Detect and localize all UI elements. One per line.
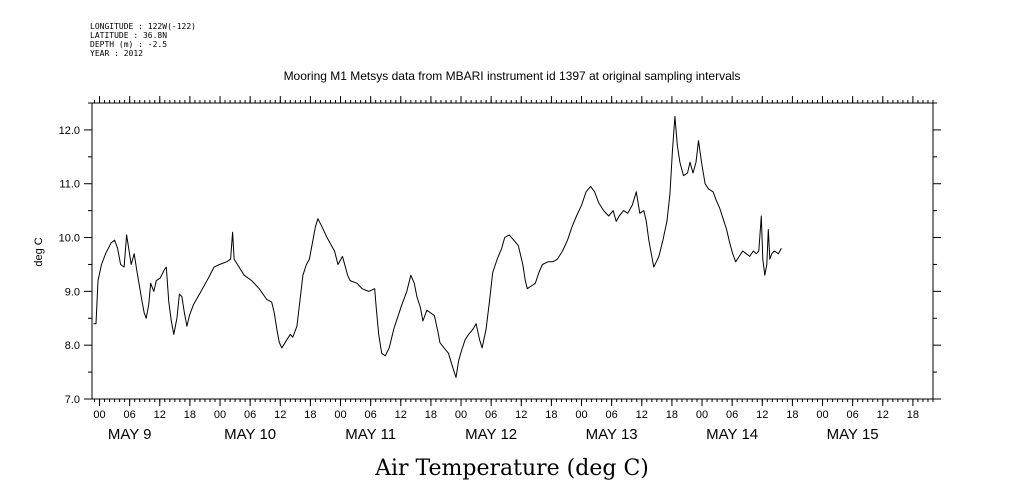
chart-title: Mooring M1 Metsys data from MBARI instru… <box>284 69 741 83</box>
x-day-label: MAY 10 <box>224 426 276 443</box>
x-day-label: MAY 13 <box>586 426 638 443</box>
y-tick-label: 10.0 <box>59 233 80 245</box>
x-axis-label: Air Temperature (deg C) <box>374 456 649 481</box>
x-tick-label: 12 <box>756 409 768 421</box>
y-axis-label: deg C <box>33 237 45 266</box>
x-day-label: MAY 11 <box>345 426 396 443</box>
x-tick-label: 18 <box>425 409 437 421</box>
x-day-label: MAY 12 <box>465 426 517 443</box>
y-tick-label: 9.0 <box>65 286 80 298</box>
x-tick-label: 06 <box>244 409 256 421</box>
x-tick-label: 12 <box>274 409 286 421</box>
x-tick-label: 06 <box>726 409 738 421</box>
x-tick-label: 00 <box>816 409 828 421</box>
plot-frame <box>91 102 934 400</box>
x-tick-label: 06 <box>606 409 618 421</box>
x-tick-label: 12 <box>515 409 527 421</box>
x-tick-label: 00 <box>575 409 587 421</box>
metadata-block: LONGITUDE : 122W(-122) LATITUDE : 36.8N … <box>90 22 196 58</box>
x-tick-label: 06 <box>485 409 497 421</box>
y-tick-label: 12.0 <box>59 125 80 137</box>
metadata-depth: DEPTH (m) : -2.5 <box>90 40 167 49</box>
x-tick-label: 12 <box>395 409 407 421</box>
x-tick-label: 18 <box>304 409 316 421</box>
metadata-year: YEAR : 2012 <box>90 49 143 58</box>
x-tick-label: 18 <box>184 409 196 421</box>
x-tick-label: 00 <box>455 409 467 421</box>
x-day-label: MAY 15 <box>827 426 879 443</box>
y-tick-label: 8.0 <box>65 340 80 352</box>
x-tick-label: 18 <box>545 409 557 421</box>
y-tick-label: 7.0 <box>65 394 80 406</box>
x-tick-label: 00 <box>696 409 708 421</box>
axes: 00 06 12 18 00 06 12 18 00 06 12 18 00 06 12 18 00 06 12 18… <box>59 96 941 443</box>
metadata-latitude: LATITUDE : 36.8N <box>90 31 167 40</box>
x-tick-label: 06 <box>365 409 377 421</box>
metadata-longitude: LONGITUDE : 122W(-122) <box>90 22 196 31</box>
x-day-label: MAY 14 <box>706 426 758 443</box>
x-tick-label: 06 <box>847 409 859 421</box>
x-tick-label: 00 <box>334 409 346 421</box>
x-tick-label: 00 <box>214 409 226 421</box>
x-tick-label: 18 <box>786 409 798 421</box>
series-line <box>93 116 782 378</box>
x-tick-label: 06 <box>124 409 136 421</box>
x-tick-label: 00 <box>93 409 105 421</box>
x-tick-label: 18 <box>907 409 919 421</box>
x-day-label: MAY 9 <box>108 426 152 443</box>
x-tick-label: 12 <box>154 409 166 421</box>
y-tick-label: 11.0 <box>59 179 80 191</box>
x-tick-label: 18 <box>666 409 678 421</box>
x-tick-label: 12 <box>636 409 648 421</box>
x-tick-label: 12 <box>877 409 889 421</box>
series-layer <box>93 116 782 378</box>
